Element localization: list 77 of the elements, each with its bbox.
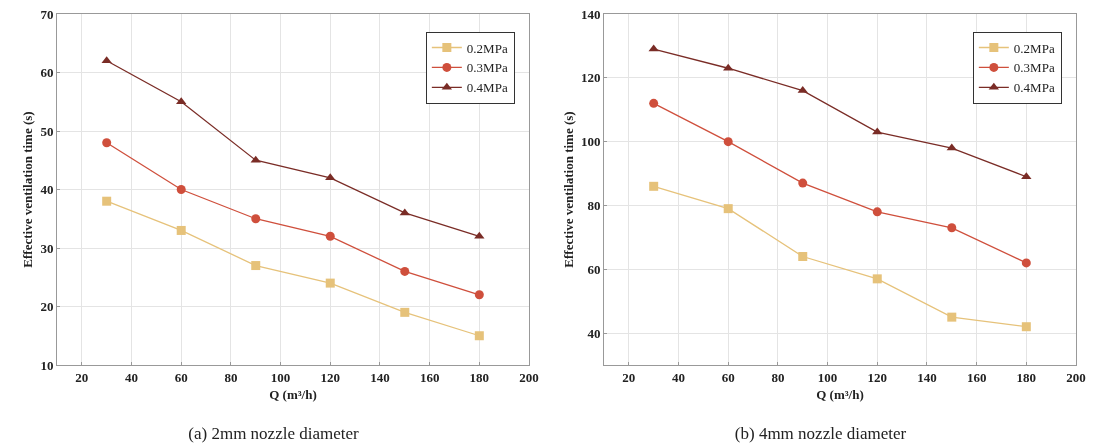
y-tick-label: 40	[587, 325, 601, 341]
x-tick-label: 100	[817, 369, 838, 385]
x-tick-label: 180	[1016, 369, 1037, 385]
x-axis-title: Q (m³/h)	[816, 387, 864, 403]
point	[400, 266, 410, 276]
y-tick-label: 80	[587, 198, 601, 213]
x-tick-label: 40	[125, 369, 139, 385]
x-tick-label: 100	[270, 369, 291, 385]
text: (a) 2mm nozzle diameter	[188, 423, 360, 443]
x-axis-title: Q (m³/h)	[269, 387, 317, 403]
y-tick-label: 60	[40, 65, 54, 81]
y-tick-label: 60	[587, 261, 601, 277]
point	[102, 138, 112, 148]
legend-label: 0.3MPa	[1013, 60, 1055, 76]
point	[102, 196, 112, 206]
point	[474, 290, 484, 300]
point	[251, 214, 261, 224]
x-tick-label: 140	[370, 369, 390, 385]
point	[723, 63, 734, 71]
point	[649, 98, 659, 108]
x-tick-label: 40	[672, 369, 686, 385]
point	[325, 278, 335, 288]
y-tick-label: 10	[40, 357, 54, 373]
point	[947, 312, 957, 322]
x-tick-label: 200	[519, 369, 539, 385]
y-tick-label: 20	[40, 299, 54, 315]
point	[400, 307, 410, 317]
point	[872, 207, 882, 217]
legend-label: 0.4MPa	[1013, 80, 1055, 96]
point	[872, 127, 883, 135]
x-tick-label: 60	[721, 369, 735, 385]
point	[176, 185, 186, 194]
x-tick-label: 20	[75, 369, 89, 385]
point	[798, 178, 808, 188]
x-tick-label: 160	[419, 369, 440, 385]
legend-label: 0.4MPa	[466, 80, 508, 96]
x-tick-label: 160	[966, 369, 987, 385]
point	[723, 137, 733, 147]
y-axis-title: Effective ventilation time (s)	[560, 111, 576, 268]
point	[947, 223, 957, 233]
x-tick-label: 20	[622, 369, 636, 385]
y-tick-label: 120	[580, 70, 601, 86]
x-tick-label: 200	[1066, 369, 1086, 385]
text: (b) 4mm nozzle diameter	[734, 423, 907, 443]
point	[946, 143, 957, 151]
legend-label: 0.2MPa	[466, 40, 508, 56]
point	[872, 274, 882, 284]
x-tick-label: 120	[320, 369, 341, 385]
point	[325, 231, 335, 241]
point	[176, 225, 186, 235]
legend-label: 0.2MPa	[1013, 40, 1055, 56]
point	[723, 204, 733, 214]
y-tick-label: 70	[40, 6, 54, 22]
point	[251, 261, 261, 271]
point	[1021, 258, 1031, 268]
x-tick-label: 80	[771, 369, 785, 385]
point	[474, 231, 485, 239]
point	[325, 173, 336, 181]
y-tick-label: 30	[40, 240, 54, 256]
x-tick-label: 140	[917, 369, 937, 385]
point	[798, 252, 808, 262]
point	[250, 155, 261, 163]
point	[1021, 322, 1031, 332]
y-tick-label: 140	[580, 6, 601, 22]
legend-label: 0.3MPa	[466, 60, 508, 76]
y-tick-label: 40	[40, 182, 54, 198]
x-tick-label: 180	[469, 369, 490, 385]
x-tick-label: 80	[224, 369, 238, 385]
y-tick-label: 100	[580, 134, 601, 150]
point	[399, 208, 410, 216]
point	[474, 331, 484, 341]
y-axis-title: Effective ventilation time (s)	[20, 111, 36, 268]
point	[101, 56, 112, 64]
y-tick-label: 50	[40, 123, 54, 139]
x-tick-label: 120	[867, 369, 888, 385]
point	[649, 181, 659, 191]
x-tick-label: 60	[174, 369, 188, 385]
